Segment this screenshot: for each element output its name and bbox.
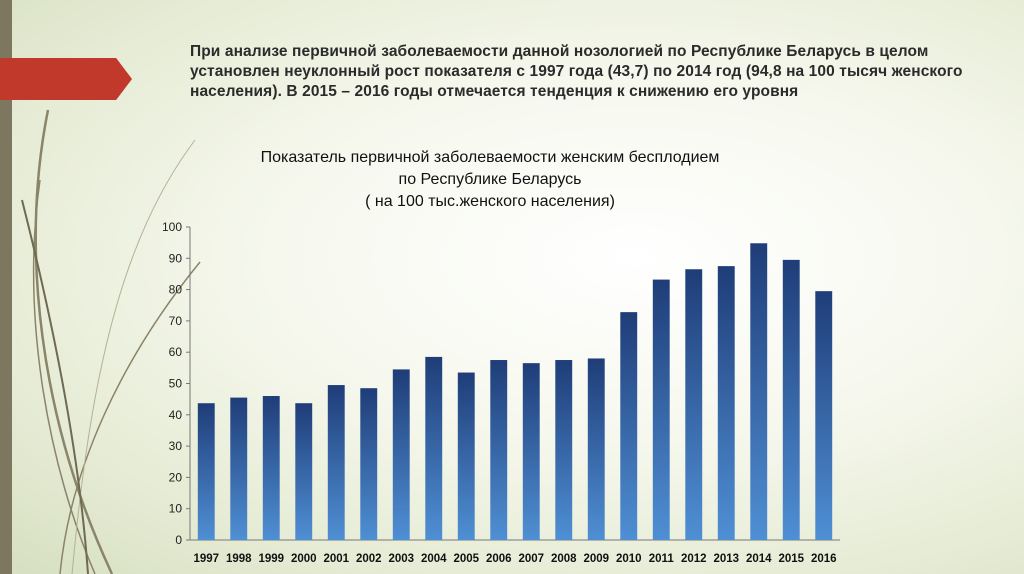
- bar-2001: [327, 385, 345, 540]
- y-tick-label: 20: [169, 470, 183, 484]
- bar-2010: [620, 312, 638, 540]
- y-tick-label: 80: [169, 283, 183, 297]
- x-tick-label: 2014: [746, 553, 772, 565]
- x-tick-label: 2013: [713, 553, 739, 565]
- y-tick-label: 100: [162, 220, 182, 234]
- red-arrow-tab: [0, 58, 132, 100]
- chart-title-line-3: ( на 100 тыс.женского населения): [365, 193, 615, 210]
- x-tick-label: 2006: [486, 553, 512, 565]
- x-tick-label: 2016: [811, 553, 837, 565]
- bar-2009: [587, 358, 605, 540]
- y-tick-label: 0: [175, 533, 182, 547]
- bar-2005: [457, 372, 475, 540]
- bar-2000: [295, 403, 313, 540]
- chart-title-line-2: по Республике Беларусь: [398, 171, 582, 188]
- bar-2002: [360, 388, 378, 540]
- intro-paragraph: При анализе первичной заболеваемости дан…: [190, 43, 963, 100]
- bar-2004: [425, 356, 443, 540]
- bar-2011: [652, 279, 670, 540]
- bar-1998: [230, 397, 248, 540]
- x-tick-label: 2007: [518, 553, 544, 565]
- x-tick-label: 2005: [453, 553, 479, 565]
- bar-2007: [522, 363, 540, 540]
- x-tick-label: 2015: [778, 553, 804, 565]
- bar-2006: [490, 360, 508, 540]
- x-tick-label: 2012: [681, 553, 707, 565]
- y-tick-label: 70: [169, 314, 183, 328]
- x-tick-label: 2009: [583, 553, 609, 565]
- x-tick-label: 2003: [388, 553, 414, 565]
- y-tick-label: 50: [169, 377, 183, 391]
- chart-title-line-1: Показатель первичной заболеваемости женс…: [260, 149, 720, 166]
- bar-1999: [262, 396, 280, 540]
- x-tick-label: 2002: [356, 553, 382, 565]
- y-tick-label: 30: [169, 439, 183, 453]
- bar-2003: [392, 369, 410, 540]
- decorative-curves: [21, 109, 201, 574]
- left-decorative-band: [0, 0, 12, 574]
- y-tick-label: 90: [169, 251, 183, 265]
- x-tick-label: 2008: [551, 553, 577, 565]
- x-tick-label: 2001: [323, 553, 349, 565]
- bar-2013: [717, 266, 735, 540]
- y-tick-label: 60: [169, 345, 183, 359]
- bar-1997: [197, 403, 215, 540]
- y-tick-label: 40: [169, 408, 183, 422]
- bar-2014: [750, 243, 768, 540]
- x-tick-label: 2000: [291, 553, 317, 565]
- x-tick-label: 1997: [193, 553, 219, 565]
- x-tick-label: 2010: [616, 553, 642, 565]
- chart-title: Показатель первичной заболеваемости женс…: [190, 147, 790, 213]
- bar-2015: [782, 259, 800, 540]
- x-tick-label: 2011: [649, 553, 675, 565]
- x-tick-label: 1998: [226, 553, 252, 565]
- bar-2016: [815, 291, 833, 540]
- x-tick-label: 1999: [258, 553, 284, 565]
- bar-2008: [555, 360, 573, 540]
- bar-2012: [685, 269, 703, 540]
- y-tick-label: 10: [169, 502, 183, 516]
- x-tick-label: 2004: [421, 553, 447, 565]
